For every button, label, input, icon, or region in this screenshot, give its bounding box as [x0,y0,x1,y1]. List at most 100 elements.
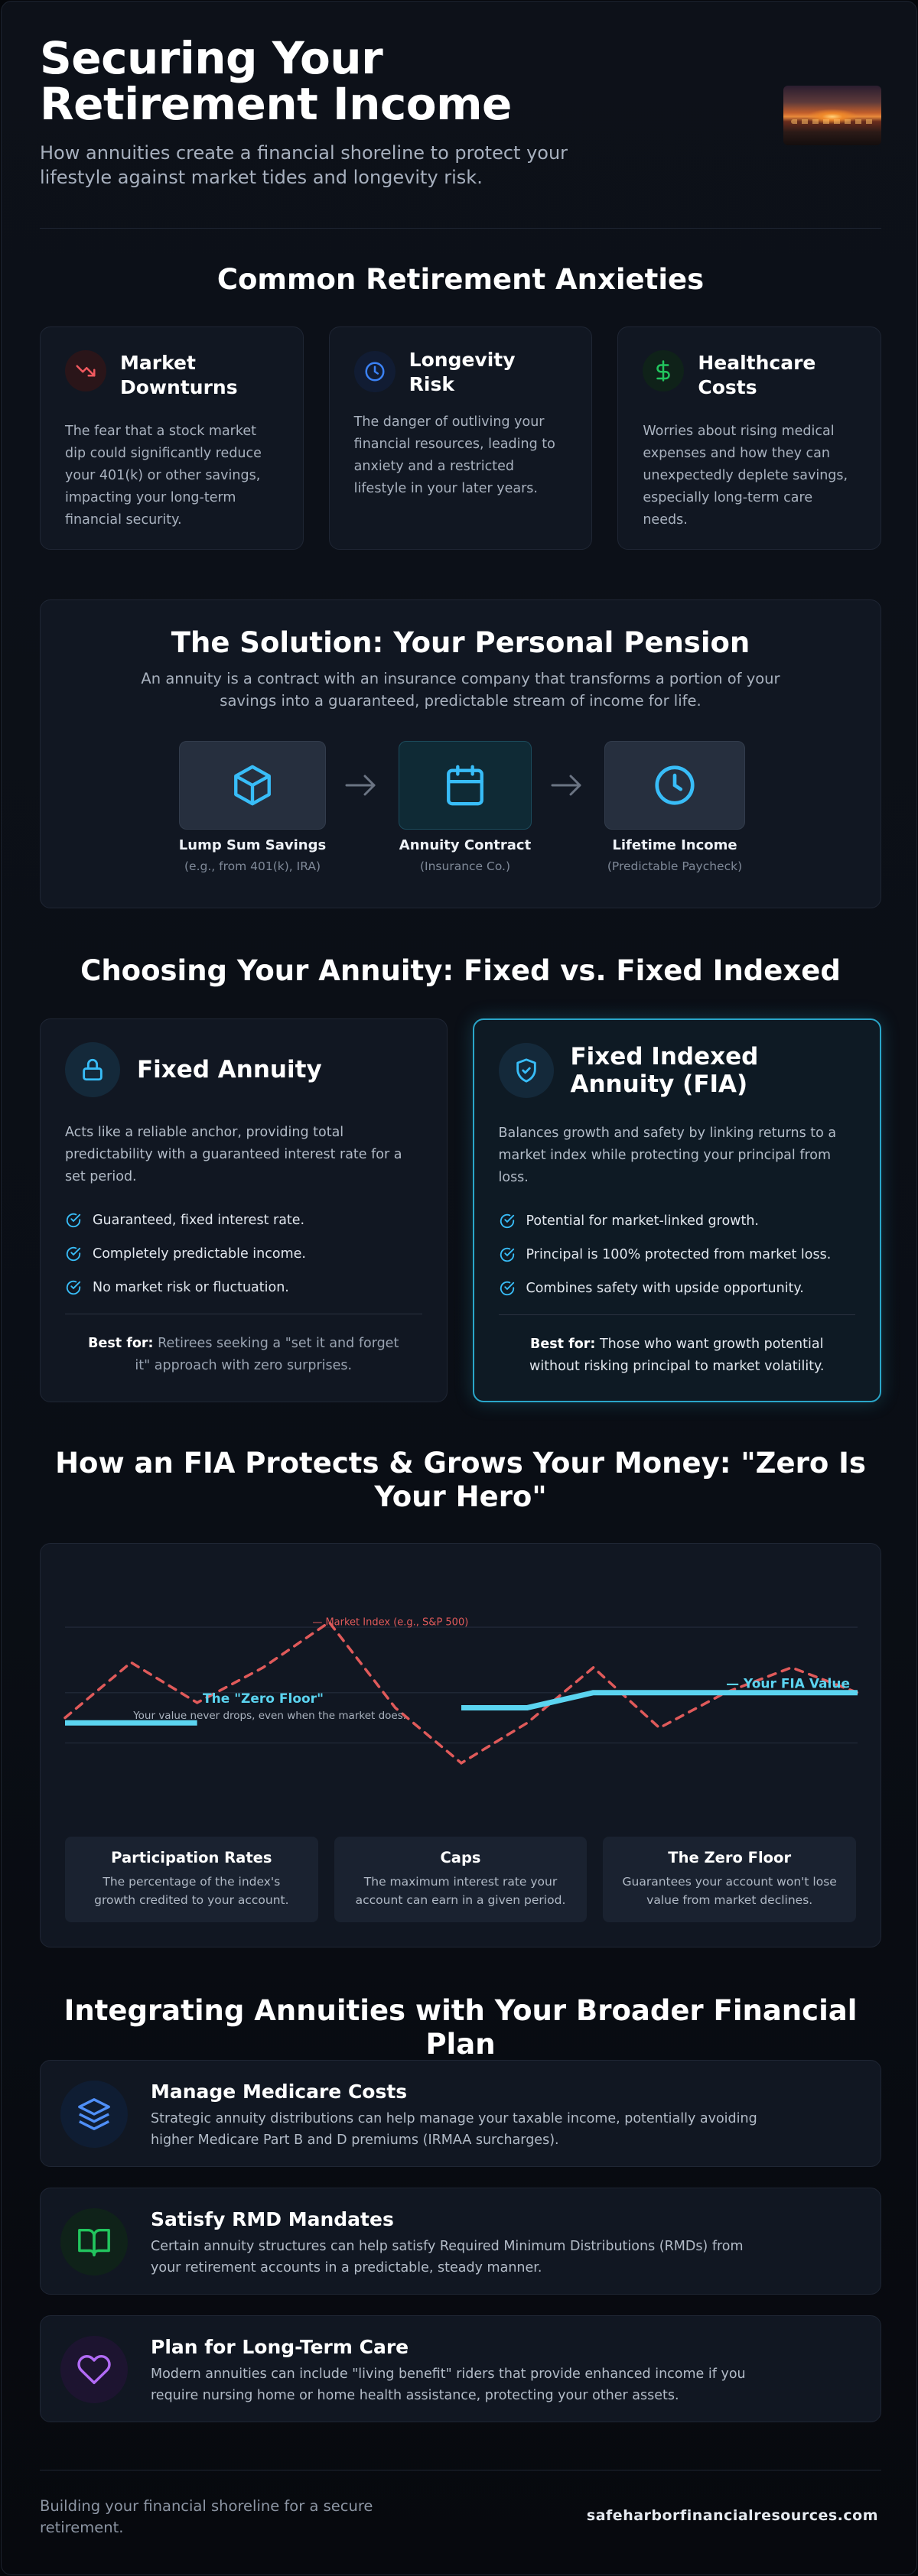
term-text: The maximum interest rate your account c… [355,1875,566,1907]
fixed-annuity-card: Fixed Annuity Acts like a reliable ancho… [40,1018,448,1402]
integrate-text: Certain annuity structures can help sati… [151,2239,744,2276]
anxiety-title: Market Downturns [120,352,238,398]
integrate-text: Strategic annuity distributions can help… [151,2111,757,2148]
best-for: Best for: Retirees seeking a "set it and… [65,1333,422,1377]
integrate-title: Manage Medicare Costs [151,2081,408,2103]
integrate-item-medicare: Manage Medicare Costs Strategic annuity … [40,2060,881,2167]
term-participation: Participation Rates The percentage of th… [65,1837,318,1922]
anxiety-card-market: Market Downturns The fear that a stock m… [40,326,304,550]
flow-label: Lifetime Income [612,837,737,853]
fia-chart: — Market Index (e.g., S&P 500) — Your FIA… [63,1617,859,1765]
best-for-label: Best for: [88,1336,154,1351]
anxiety-title: Longevity Risk [409,348,516,395]
fia-chart-card: — Market Index (e.g., S&P 500) — Your FIA… [40,1543,881,1947]
check-circle-icon [66,1246,81,1262]
feature-text: Completely predictable income. [93,1246,306,1262]
integrate-item-rmd: Satisfy RMD Mandates Certain annuity str… [40,2188,881,2295]
check-circle-icon [66,1213,81,1228]
flow-sub: (e.g., from 401(k), IRA) [184,859,321,873]
integrate-heading: Integrating Annuities with Your Broader … [63,1994,858,2061]
fia-features: Potential for market-linked growth. Prin… [499,1204,856,1305]
integrate-title: Plan for Long-Term Care [151,2336,409,2358]
divider [498,1314,855,1315]
fia-title: Fixed Indexed Annuity (FIA) [570,1043,759,1098]
check-circle-icon [500,1281,514,1296]
solution-subtitle: An annuity is a contract with an insuran… [141,670,780,710]
check-circle-icon [500,1247,514,1262]
flow-step-savings [179,741,326,830]
fixed-features: Guaranteed, fixed interest rate. Complet… [65,1204,422,1304]
footer-website-link[interactable]: safeharborfinancialresources.com [586,2507,878,2524]
cube-icon [234,765,271,806]
shield-check-icon [498,1043,554,1098]
feature-item: No market risk or fluctuation. [65,1271,422,1304]
fia-chart-heading: How an FIA Protects & Grows Your Money: … [55,1447,866,1513]
term-title: Caps [440,1849,481,1866]
feature-text: Combines safety with upside opportunity. [526,1281,804,1296]
book-icon [60,2208,128,2276]
feature-item: Combines safety with upside opportunity. [499,1272,856,1305]
trending-down-icon [65,350,106,391]
zero-floor-subtitle: Your value never drops, even when the ma… [132,1710,406,1722]
feature-text: No market risk or fluctuation. [93,1280,289,1295]
flow-label: Annuity Contract [399,837,532,853]
term-title: Participation Rates [111,1849,272,1866]
term-text: Guarantees your account won't lose value… [622,1875,837,1907]
feature-text: Potential for market-linked growth. [526,1213,760,1229]
anxieties-cards: Market Downturns The fear that a stock m… [40,326,882,550]
term-title: The Zero Floor [668,1849,792,1866]
solution-card: The Solution: Your Personal Pension An a… [40,599,881,908]
layers-icon [60,2081,128,2148]
feature-item: Principal is 100% protected from market … [499,1238,856,1272]
market-index-line [63,1620,859,1765]
best-for-text: Those who want growth potential without … [529,1337,825,1374]
anxiety-text: Worries about rising medical expenses an… [643,424,848,528]
term-caps: Caps The maximum interest rate your acco… [334,1837,588,1922]
anxiety-text: The fear that a stock market dip could s… [65,424,262,528]
market-index-label: — Market Index (e.g., S&P 500) [312,1617,468,1629]
calendar-icon [447,765,483,806]
solution-title: The Solution: Your Personal Pension [171,626,750,659]
integrate-title: Satisfy RMD Mandates [151,2208,394,2230]
zero-floor-title: The "Zero Floor" [203,1691,324,1707]
lock-icon [65,1042,120,1097]
flow-sub: (Predictable Paycheck) [607,859,743,873]
anxiety-text: The danger of outliving your financial r… [353,414,555,496]
fia-value-line [461,1690,858,1710]
clock-icon [655,765,695,805]
fia-value-label: — Your FIA Value [726,1677,850,1692]
flow-step-contract [399,741,532,830]
best-for: Best for: Those who want growth potentia… [499,1333,856,1378]
sunset-shoreline-image [783,86,881,145]
fixed-annuity-title: Fixed Annuity [137,1056,322,1083]
flow-sub: (Insurance Co.) [419,859,511,873]
anxiety-card-healthcare: Healthcare Costs Worries about rising me… [617,326,882,550]
arrow-right-icon [551,775,581,796]
feature-item: Potential for market-linked growth. [499,1204,856,1238]
page-title: Securing Your Retirement Income [40,32,512,130]
integrate-item-ltc: Plan for Long-Term Care Modern annuities… [40,2315,881,2422]
clock-icon [353,351,396,392]
term-text: The percentage of the index's growth cre… [94,1875,289,1907]
feature-item: Completely predictable income. [65,1237,422,1271]
integrate-text: Modern annuities can include "living ben… [151,2366,746,2403]
fia-card: Fixed Indexed Annuity (FIA) Balances gro… [472,1018,881,1402]
page-subtitle: How annuities create a financial shoreli… [40,142,568,188]
feature-text: Principal is 100% protected from market … [526,1247,832,1262]
best-for-label: Best for: [530,1337,596,1352]
term-zero-floor: The Zero Floor Guarantees your account w… [603,1837,857,1922]
header: Securing Your Retirement Income How annu… [40,35,881,196]
heart-icon [60,2336,128,2403]
arrow-right-icon [345,775,376,796]
compare-heading: Choosing Your Annuity: Fixed vs. Fixed I… [80,954,841,987]
footer-tagline: Building your financial shoreline for a … [40,2497,373,2536]
flow-label: Lump Sum Savings [178,837,327,853]
fia-desc: Balances growth and safety by linking re… [498,1126,837,1185]
anxieties-heading: Common Retirement Anxieties [216,263,705,296]
header-divider [40,228,881,229]
anxiety-card-longevity: Longevity Risk The danger of outliving y… [328,326,593,550]
check-circle-icon [500,1213,514,1229]
flow-step-income [604,741,745,830]
chart-terms: Participation Rates The percentage of th… [65,1837,857,1922]
best-for-text: Retirees seeking a "set it and forget it… [135,1336,399,1373]
